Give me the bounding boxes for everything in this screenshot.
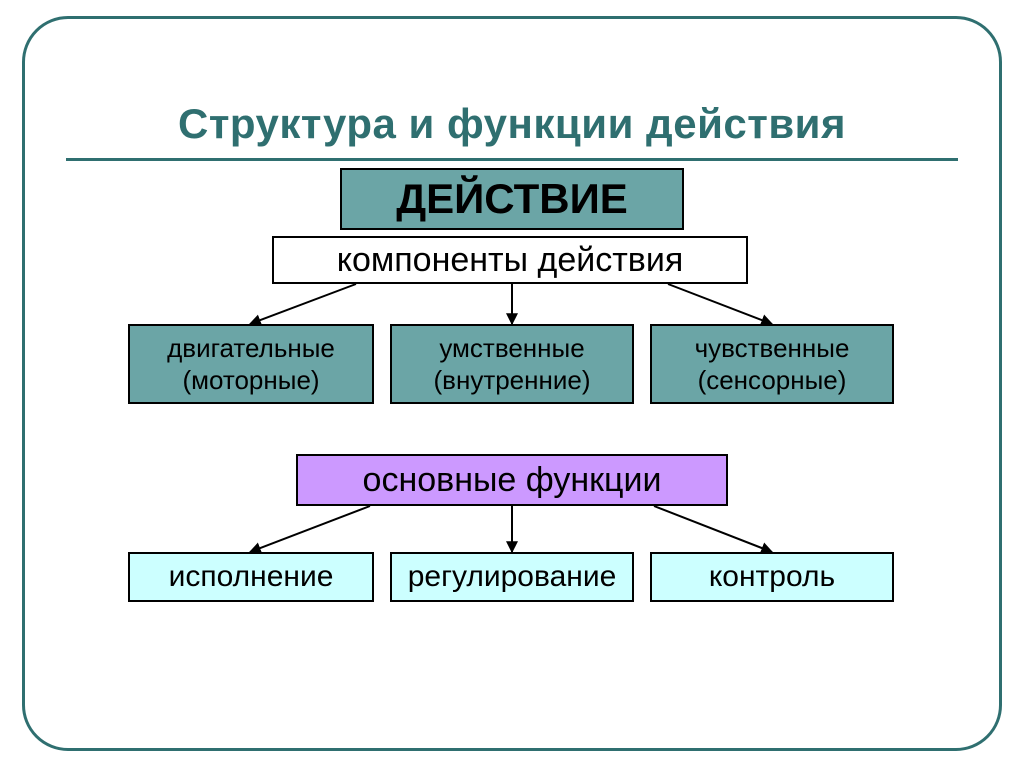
arrows-layer	[0, 0, 1024, 767]
